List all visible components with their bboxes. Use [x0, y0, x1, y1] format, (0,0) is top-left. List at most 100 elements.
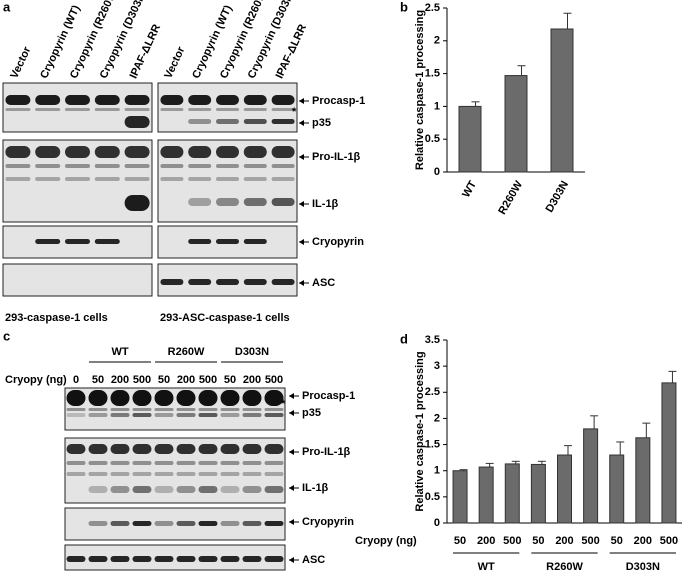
x-tick-label: 50 — [454, 535, 466, 547]
y-tick-label: 2 — [434, 35, 440, 47]
dose: 200 — [177, 374, 195, 386]
band — [132, 390, 152, 406]
band — [242, 461, 262, 465]
band — [65, 146, 90, 158]
y-tick-label: 0 — [434, 166, 440, 178]
band — [88, 472, 108, 476]
blot-strip — [2, 263, 153, 297]
band — [216, 119, 239, 124]
star: * — [292, 106, 297, 118]
band — [198, 521, 218, 526]
caption: 293-caspase-1 cells — [5, 312, 108, 324]
band — [188, 279, 212, 285]
band — [132, 444, 152, 454]
x-tick-label: 50 — [611, 535, 623, 547]
band — [132, 556, 152, 562]
band — [132, 521, 152, 526]
dose: 500 — [133, 374, 151, 386]
lane-label: Vector — [162, 44, 187, 80]
band — [65, 164, 90, 168]
star: * — [281, 398, 286, 410]
band — [35, 108, 61, 111]
marker-label: Cryopyrin — [312, 236, 364, 248]
band — [188, 198, 212, 206]
panel-label: a — [3, 0, 11, 14]
band — [176, 472, 196, 476]
band — [132, 408, 152, 411]
band — [154, 461, 174, 465]
band — [88, 461, 108, 465]
band — [216, 164, 239, 168]
y-tick-label: 1.5 — [425, 68, 440, 80]
band — [154, 413, 174, 417]
dose: 50 — [224, 374, 236, 386]
band — [66, 472, 86, 476]
band — [154, 408, 174, 411]
band — [66, 444, 86, 454]
band — [188, 119, 212, 124]
band — [66, 556, 86, 562]
band — [216, 279, 239, 285]
band — [243, 108, 267, 111]
x-tick-label: 50 — [532, 535, 544, 547]
band — [216, 95, 239, 105]
bar — [583, 428, 599, 524]
band — [110, 390, 130, 406]
band — [176, 408, 196, 411]
group-label: R260W — [168, 346, 205, 358]
band — [271, 279, 295, 285]
band — [5, 164, 31, 168]
marker-label: IL-1β — [302, 482, 329, 494]
arrow-head — [299, 98, 304, 104]
group-label: R260W — [546, 561, 583, 573]
group-label: WT — [478, 561, 495, 573]
band — [243, 164, 267, 168]
band — [65, 177, 90, 181]
band — [198, 472, 218, 476]
y-tick-label: 3 — [434, 360, 440, 372]
marker-label: ASC — [302, 554, 325, 566]
band — [198, 461, 218, 465]
band — [264, 556, 284, 562]
marker-label: Procasp-1 — [302, 390, 355, 402]
group-label: WT — [111, 346, 128, 358]
band — [35, 146, 61, 158]
x-tick-label: WT — [460, 179, 479, 200]
band — [271, 146, 295, 158]
x-tick-label: 200 — [634, 535, 652, 547]
band — [271, 177, 295, 181]
band — [198, 413, 218, 417]
arrow-head — [299, 120, 304, 126]
bar — [550, 28, 574, 173]
y-tick-label: 2.5 — [425, 2, 440, 14]
band — [160, 279, 184, 285]
x-tick-label: 500 — [581, 535, 599, 547]
band — [220, 486, 240, 493]
band — [220, 472, 240, 476]
band — [94, 177, 120, 181]
band — [160, 95, 184, 105]
dose: 50 — [158, 374, 170, 386]
dose: 0 — [73, 374, 79, 386]
arrow-head — [289, 485, 294, 491]
band — [5, 95, 31, 105]
band — [154, 472, 174, 476]
band — [243, 95, 267, 105]
bar — [661, 382, 677, 524]
band — [242, 556, 262, 562]
band — [160, 108, 184, 111]
lane-label: Vector — [8, 44, 33, 80]
band — [220, 413, 240, 417]
band — [124, 95, 150, 105]
band — [160, 177, 184, 181]
arrow-head — [299, 201, 304, 207]
marker-label: ASC — [312, 277, 335, 289]
band — [264, 521, 284, 526]
band — [88, 390, 108, 406]
band — [35, 239, 61, 244]
band — [66, 408, 86, 411]
band — [88, 486, 108, 493]
y-tick-label: 1 — [434, 100, 440, 112]
dose: 200 — [243, 374, 261, 386]
band — [94, 146, 120, 158]
